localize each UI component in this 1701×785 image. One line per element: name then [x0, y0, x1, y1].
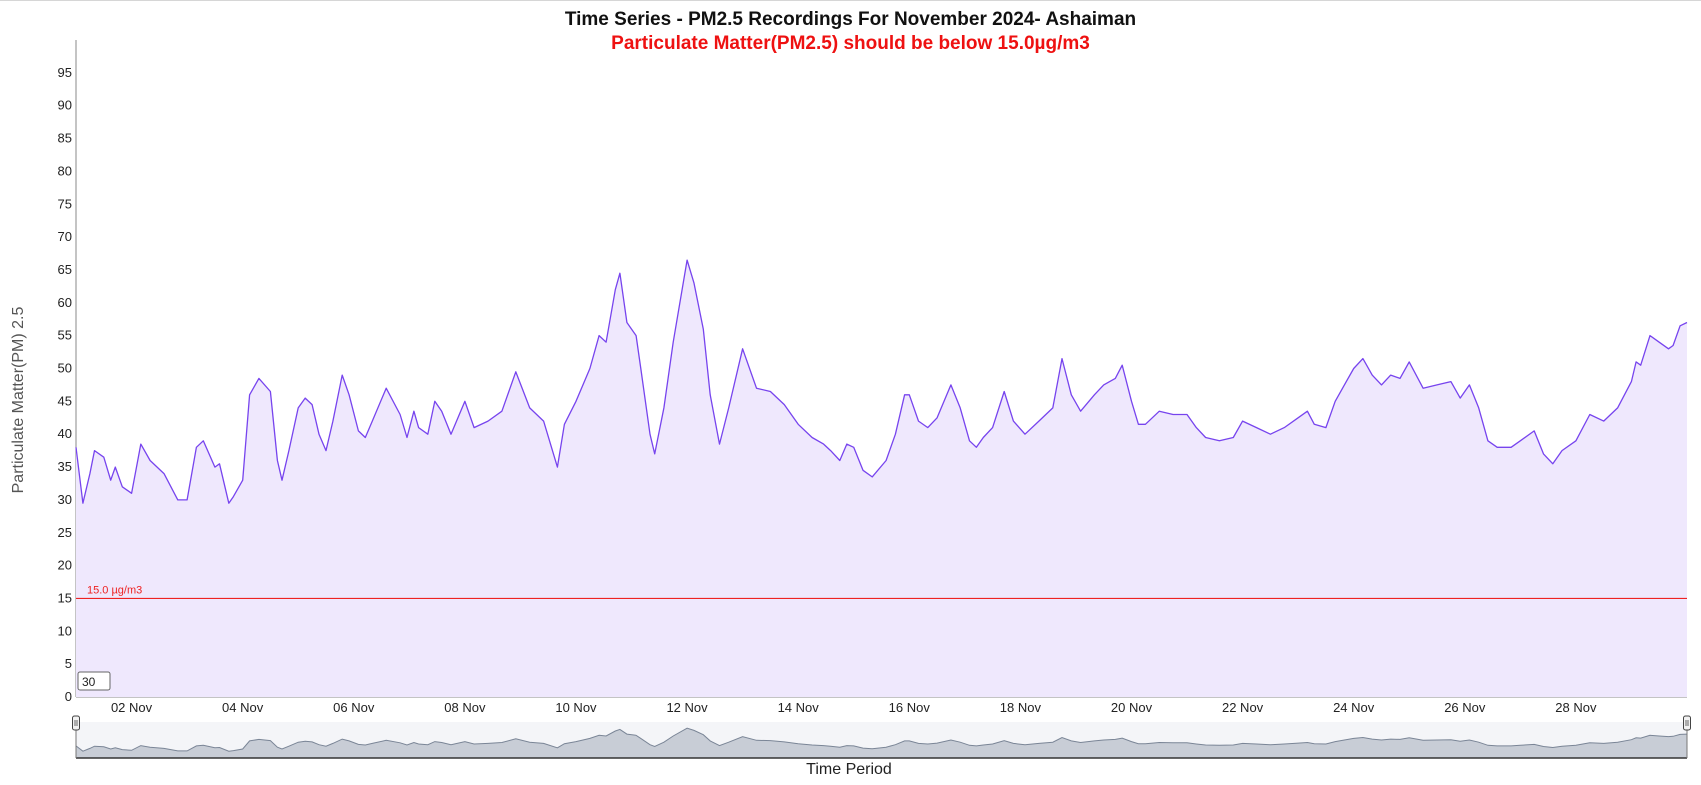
- y-tick-label: 80: [58, 163, 72, 178]
- y-tick-label: 40: [58, 426, 72, 441]
- navigator-handle-grip: [1683, 715, 1691, 731]
- value-box-frame: [77, 671, 111, 691]
- x-tick-label: 06 Nov: [333, 700, 375, 715]
- y-tick-label: 60: [58, 295, 72, 310]
- y-tick-label: 85: [58, 131, 72, 146]
- x-tick-label: 18 Nov: [1000, 700, 1042, 715]
- x-tick-label: 28 Nov: [1555, 700, 1597, 715]
- value-box: 30: [77, 671, 111, 691]
- y-tick-label: 90: [58, 98, 72, 113]
- y-tick-label: 65: [58, 262, 72, 277]
- y-tick-label: 5: [65, 656, 72, 671]
- chart-subtitle: Particulate Matter(PM2.5) should be belo…: [611, 33, 1090, 54]
- x-tick-label: 24 Nov: [1333, 700, 1375, 715]
- navigator-line: [75, 727, 1688, 752]
- range-navigator[interactable]: [72, 715, 1691, 759]
- series-area: [76, 260, 1687, 697]
- y-tick-label: 45: [58, 393, 72, 408]
- x-tick-label: 16 Nov: [889, 700, 931, 715]
- x-tick-label: 08 Nov: [444, 700, 486, 715]
- x-tick-label: 26 Nov: [1444, 700, 1486, 715]
- navigator-handle-left[interactable]: [72, 715, 80, 758]
- y-tick-label: 30: [58, 492, 72, 507]
- y-tick-label: 75: [58, 196, 72, 211]
- y-axis-title: Particulate Matter(PM) 2.5: [10, 307, 27, 494]
- series-layer: [75, 259, 1688, 697]
- y-tick-label: 70: [58, 229, 72, 244]
- x-axis: 02 Nov 04 Nov 06 Nov 08 Nov 10 Nov 12 Nov 14 N…: [76, 696, 1687, 715]
- y-axis: 0 5 10 15 20 25 30 35 40 45 50 55 60 65 70 75 80 85 90 95: [58, 40, 77, 704]
- value-box-text: 30: [82, 675, 96, 689]
- y-tick-label: 35: [58, 459, 72, 474]
- threshold-label: 15.0 µg/m3: [87, 584, 142, 596]
- x-tick-label: 04 Nov: [222, 700, 264, 715]
- navigator-handle-grip: [72, 715, 80, 731]
- x-tick-label: 22 Nov: [1222, 700, 1264, 715]
- y-tick-label: 0: [65, 689, 72, 704]
- y-tick-label: 10: [58, 623, 72, 638]
- x-tick-label: 20 Nov: [1111, 700, 1153, 715]
- y-tick-label: 20: [58, 558, 72, 573]
- x-tick-label: 12 Nov: [666, 700, 708, 715]
- threshold-layer: 15.0 µg/m3 30: [76, 584, 1687, 691]
- x-tick-label: 02 Nov: [111, 700, 153, 715]
- y-tick-label: 25: [58, 525, 72, 540]
- x-tick-label: 10 Nov: [555, 700, 597, 715]
- x-tick-label: 14 Nov: [778, 700, 820, 715]
- top-border: [0, 0, 1701, 1]
- series-line: [75, 259, 1688, 504]
- navigator-handle-right[interactable]: [1683, 715, 1691, 758]
- navigator-area: [76, 728, 1687, 758]
- x-axis-title: Time Period: [806, 761, 892, 778]
- y-tick-label: 15: [58, 590, 72, 605]
- y-tick-label: 50: [58, 361, 72, 376]
- y-tick-label: 55: [58, 328, 72, 343]
- y-tick-label: 95: [58, 65, 72, 80]
- chart-title: Time Series - PM2.5 Recordings For Novem…: [564, 9, 1137, 30]
